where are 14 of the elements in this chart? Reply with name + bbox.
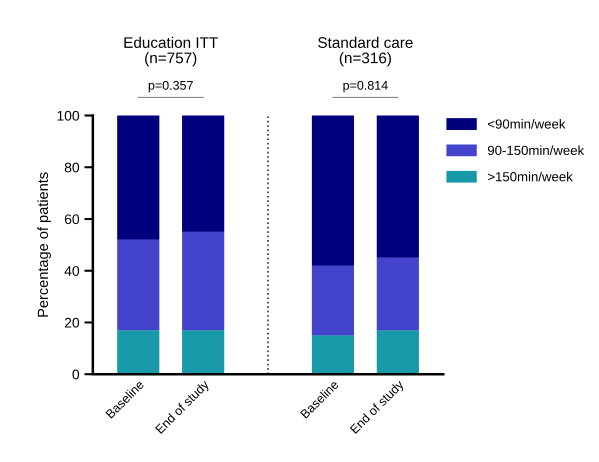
text: p=0.357	[148, 80, 193, 92]
y-tick-label: 0	[72, 370, 80, 380]
text: p=0.814	[343, 80, 388, 92]
y-tick-label: 80	[64, 162, 80, 172]
y-tick-label: 100	[58, 110, 80, 121]
y-tick-label: 20	[64, 318, 80, 328]
y-tick-label: 40	[64, 266, 80, 276]
legend-label: 90-150min/week	[488, 145, 584, 156]
legend-label: <90min/week	[488, 118, 566, 129]
text: Standard care (n=316)	[318, 36, 413, 66]
text: Education ITT (n=757)	[124, 36, 218, 66]
legend-label: >150min/week	[488, 172, 573, 182]
y-tick-label: 60	[64, 214, 80, 224]
y-axis-title: Percentage of patients	[37, 172, 51, 317]
